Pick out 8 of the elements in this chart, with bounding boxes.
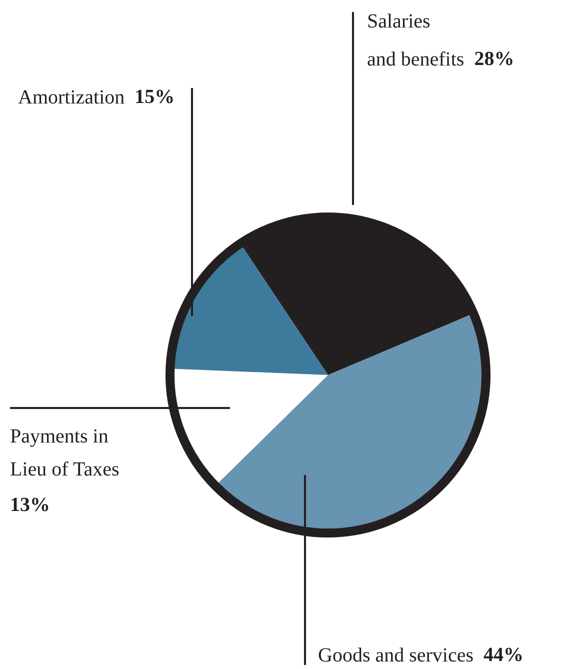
slice-label: Amortization bbox=[18, 86, 125, 108]
slice-label: Salaries and benefits bbox=[367, 10, 464, 70]
data-label: 44% bbox=[484, 644, 524, 666]
slice-label: Payments in Lieu of Taxes bbox=[10, 425, 120, 480]
slice-label: Goods and services bbox=[318, 644, 474, 666]
data-label: 13% bbox=[10, 494, 50, 516]
data-label: 28% bbox=[474, 48, 514, 70]
data-label: 15% bbox=[134, 86, 175, 108]
